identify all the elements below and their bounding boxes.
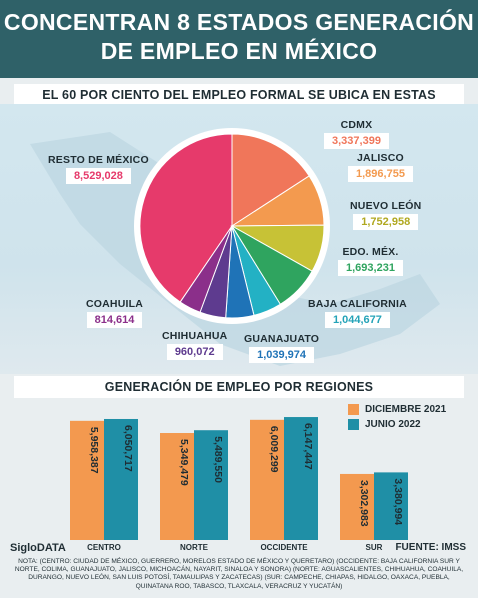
brand-logo-text: SigloDATA bbox=[10, 542, 66, 554]
pie-label-baja-california: BAJA CALIFORNIA 1,044,677 bbox=[308, 298, 407, 328]
footnote: NOTA: (CENTRO: CIUDAD DE MÉXICO, GUERRER… bbox=[14, 558, 464, 590]
pie-slice-1 bbox=[231, 133, 310, 227]
pie-label-value: 814,614 bbox=[86, 312, 143, 328]
bar-sur-0 bbox=[340, 473, 374, 540]
pie-label-coahuila: COAHUILA 814,614 bbox=[86, 298, 143, 328]
pie-label-name: COAHUILA bbox=[86, 298, 144, 310]
bar-category-label: NORTE bbox=[180, 543, 209, 552]
bar-value-label: 5,489,550 bbox=[212, 436, 224, 483]
header-title-line2: DE EMPLEO EN MÉXICO bbox=[100, 38, 378, 64]
pie-label-guanajuato: GUANAJUATO 1,039,974 bbox=[244, 333, 319, 363]
pie-label-value: 960,072 bbox=[166, 344, 223, 360]
header-title-line1: CONCENTRAN 8 ESTADOS GENERACIÓN bbox=[3, 9, 475, 35]
pie-label-resto-mexico: RESTO DE MÉXICO 8,529,028 bbox=[48, 154, 149, 184]
legend-label: DICIEMBRE 2021 bbox=[365, 404, 447, 415]
pie-label-name: BAJA CALIFORNIA bbox=[308, 298, 407, 310]
bar-occidente-0 bbox=[250, 419, 284, 540]
header-banner: CONCENTRAN 8 ESTADOS GENERACIÓN DE EMPLE… bbox=[0, 0, 478, 78]
pie-label-value: 1,044,677 bbox=[324, 312, 390, 328]
pie-slice-8 bbox=[179, 225, 233, 313]
bar-sur-1 bbox=[374, 472, 408, 540]
pie-label-name: GUANAJUATO bbox=[244, 333, 320, 345]
bar-value-label: 6,147,447 bbox=[302, 423, 314, 470]
bar-value-label: 3,380,994 bbox=[392, 478, 404, 525]
pie-label-name: NUEVO LEÓN bbox=[350, 200, 422, 212]
bar-norte-1 bbox=[194, 430, 228, 540]
pie-label-name: EDO. MÉX. bbox=[342, 246, 399, 258]
pie-label-name: RESTO DE MÉXICO bbox=[48, 154, 149, 166]
legend-swatch bbox=[348, 404, 359, 415]
bar-value-label: 5,349,479 bbox=[178, 439, 190, 486]
bar-section-title: GENERACIÓN DE EMPLEO POR REGIONES bbox=[14, 376, 464, 398]
legend-label: JUNIO 2022 bbox=[365, 419, 421, 430]
bar-centro-1 bbox=[104, 418, 138, 540]
pie-label-value: 8,529,028 bbox=[65, 168, 131, 184]
legend-swatch bbox=[348, 419, 359, 430]
bar-category-label: CENTRO bbox=[87, 543, 121, 552]
pie-label-name: JALISCO bbox=[357, 152, 404, 164]
pie-label-value: 1,896,755 bbox=[348, 166, 413, 182]
pie-label-name: CHIHUAHUA bbox=[162, 330, 228, 342]
pie-chart-area bbox=[134, 128, 330, 324]
bar-value-label: 6,050,717 bbox=[122, 425, 134, 472]
pie-label-chihuahua: CHIHUAHUA 960,072 bbox=[162, 330, 227, 360]
bar-occidente-1 bbox=[284, 417, 318, 540]
bar-value-label: 6,009,299 bbox=[268, 426, 280, 473]
bar-norte-0 bbox=[160, 433, 194, 540]
pie-label-value: 1,693,231 bbox=[338, 260, 403, 276]
mexico-map-shape bbox=[30, 132, 440, 366]
bar-chart-area: 5,958,387 6,050,717 CENTRO 5,349,479 5,489,5… bbox=[0, 402, 478, 552]
pie-label-nuevo-leon: NUEVO LEÓN 1,752,958 bbox=[350, 200, 421, 230]
bar-legend: DICIEMBRE 2021 JUNIO 2022 bbox=[348, 404, 446, 434]
legend-item-jun-2022: JUNIO 2022 bbox=[348, 419, 446, 430]
legend-item-dic-2021: DICIEMBRE 2021 bbox=[348, 404, 446, 415]
source-text: FUENTE: IMSS bbox=[395, 542, 466, 553]
pie-chart bbox=[134, 128, 330, 324]
bar-value-label: 3,302,983 bbox=[358, 480, 370, 527]
bar-centro-0 bbox=[70, 420, 104, 540]
pie-label-value: 1,039,974 bbox=[249, 347, 315, 363]
bar-category-label: SUR bbox=[366, 543, 383, 552]
pie-slice-0 bbox=[139, 133, 233, 303]
pie-label-name: CDMX bbox=[340, 119, 373, 131]
pie-label-jalisco: JALISCO 1,896,755 bbox=[348, 152, 413, 182]
pie-label-value: 1,752,958 bbox=[353, 214, 419, 230]
bar-category-label: OCCIDENTE bbox=[260, 543, 308, 552]
pie-label-cdmx: CDMX 3,337,399 bbox=[324, 119, 389, 149]
pie-label-value: 3,337,399 bbox=[324, 133, 389, 149]
bar-value-label: 5,958,387 bbox=[88, 427, 100, 474]
pie-label-edo-mex: EDO. MÉX. 1,693,231 bbox=[338, 246, 403, 276]
bar-chart: 5,958,387 6,050,717 CENTRO 5,349,479 5,489,5… bbox=[70, 417, 408, 552]
